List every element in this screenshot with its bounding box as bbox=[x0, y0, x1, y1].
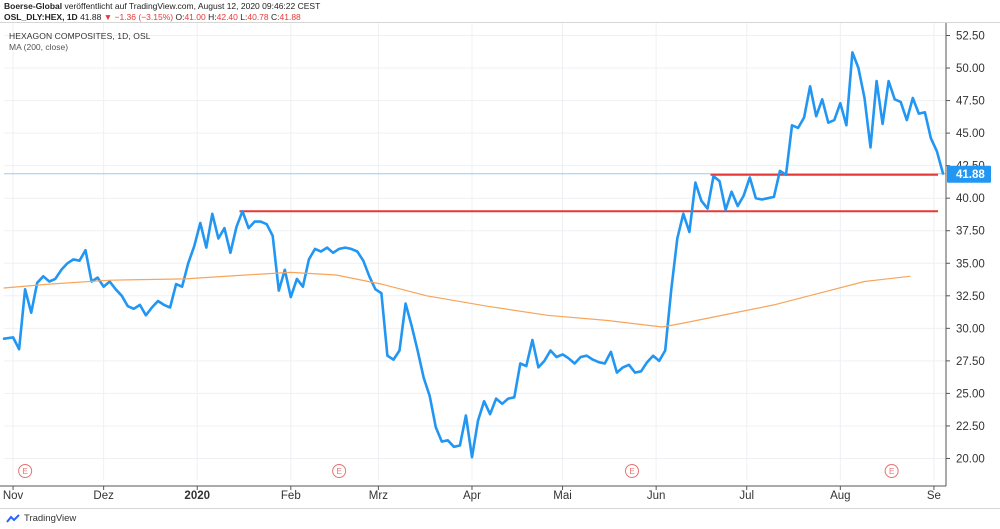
support-lines bbox=[4, 173, 946, 213]
close-label: C: bbox=[271, 12, 280, 22]
chart-area[interactable]: E E E E 20.00 22.50 25.00 27.50 30.00 32.50 35.00… bbox=[0, 22, 1000, 509]
x-tick-label: Dez bbox=[93, 490, 114, 502]
high-label: H: bbox=[208, 12, 217, 22]
x-tick-label: Mrz bbox=[369, 490, 388, 502]
high-value: 42.40 bbox=[216, 12, 238, 22]
y-tick-label: 32.50 bbox=[956, 291, 985, 303]
open-value: 41.00 bbox=[184, 12, 206, 22]
y-tick-label: 45.00 bbox=[956, 128, 985, 140]
brand-label: TradingView bbox=[24, 513, 77, 524]
x-tick-label: Mai bbox=[553, 490, 572, 502]
publication-header: Boerse-Global veröffentlicht auf Trading… bbox=[4, 1, 320, 12]
y-tick-label: 27.50 bbox=[956, 356, 985, 368]
earnings-marker-icon bbox=[625, 464, 639, 478]
earnings-marker-icon bbox=[332, 464, 347, 478]
price-axis: 20.00 22.50 25.00 27.50 30.00 32.50 35.00 37.50… bbox=[945, 23, 991, 486]
footer: TradingView bbox=[0, 508, 1000, 529]
y-tick-label: 35.00 bbox=[956, 258, 985, 270]
y-tick-label: 30.00 bbox=[956, 323, 985, 335]
x-tick-label: Jun bbox=[647, 490, 666, 502]
tradingview-logo[interactable]: TradingView bbox=[6, 513, 76, 524]
symbol-label: OSL_DLY:HEX, 1D bbox=[4, 12, 78, 22]
earnings-marker-icon bbox=[18, 464, 33, 478]
publisher-name: Boerse-Global bbox=[4, 1, 63, 11]
last-price-label: 41.88 bbox=[956, 169, 985, 181]
earnings-marker-label: E bbox=[629, 467, 634, 476]
low-label: L: bbox=[240, 12, 248, 22]
y-tick-label: 52.50 bbox=[956, 31, 985, 43]
chart-title: HEXAGON COMPOSITES, 1D, OSL bbox=[9, 31, 151, 41]
y-tick-label: 20.00 bbox=[956, 453, 985, 465]
close-value: 41.88 bbox=[279, 12, 301, 22]
x-tick-label: Apr bbox=[463, 490, 481, 502]
low-value: 40.78 bbox=[247, 12, 269, 22]
x-tick-label: Aug bbox=[830, 490, 850, 502]
earnings-marker-label: E bbox=[336, 467, 341, 476]
y-tick-label: 22.50 bbox=[956, 421, 985, 433]
x-tick-label: Jul bbox=[739, 490, 754, 502]
earnings-marker-label: E bbox=[889, 467, 894, 476]
series-layer bbox=[2, 51, 945, 459]
y-tick-label: 37.50 bbox=[956, 226, 985, 238]
y-tick-label: 40.00 bbox=[956, 193, 985, 205]
price-chart[interactable]: E E E E 20.00 22.50 25.00 27.50 30.00 32.50 35.00… bbox=[0, 23, 1000, 509]
time-axis: Nov Dez 2020 Feb Mrz Apr Mai Jun Jul Aug Se bbox=[0, 485, 946, 502]
chart-grid bbox=[4, 23, 946, 480]
ma-legend: MA (200, close) bbox=[9, 42, 69, 52]
y-tick-label: 25.00 bbox=[956, 388, 985, 400]
earnings-marker-label: E bbox=[22, 467, 27, 476]
open-label: O: bbox=[175, 12, 185, 22]
price-line bbox=[2, 51, 945, 459]
tradingview-icon bbox=[6, 513, 20, 523]
x-tick-label: Se bbox=[927, 490, 941, 502]
x-tick-label: 2020 bbox=[184, 490, 210, 502]
x-tick-label: Feb bbox=[281, 490, 301, 502]
x-tick-label: Nov bbox=[3, 490, 24, 502]
last-price: 41.88 bbox=[80, 12, 102, 22]
published-text: veröffentlicht auf TradingView.com, Augu… bbox=[62, 1, 321, 11]
change-value: ▼ −1.36 (−3.15%) bbox=[103, 12, 174, 22]
quote-line: OSL_DLY:HEX, 1D 41.88 ▼ −1.36 (−3.15%) O… bbox=[4, 12, 301, 23]
last-price-badge bbox=[947, 165, 991, 183]
y-tick-label: 50.00 bbox=[956, 63, 985, 75]
ma-line bbox=[3, 271, 911, 328]
earnings-marker-icon bbox=[884, 464, 899, 478]
y-tick-label: 47.50 bbox=[956, 96, 985, 108]
